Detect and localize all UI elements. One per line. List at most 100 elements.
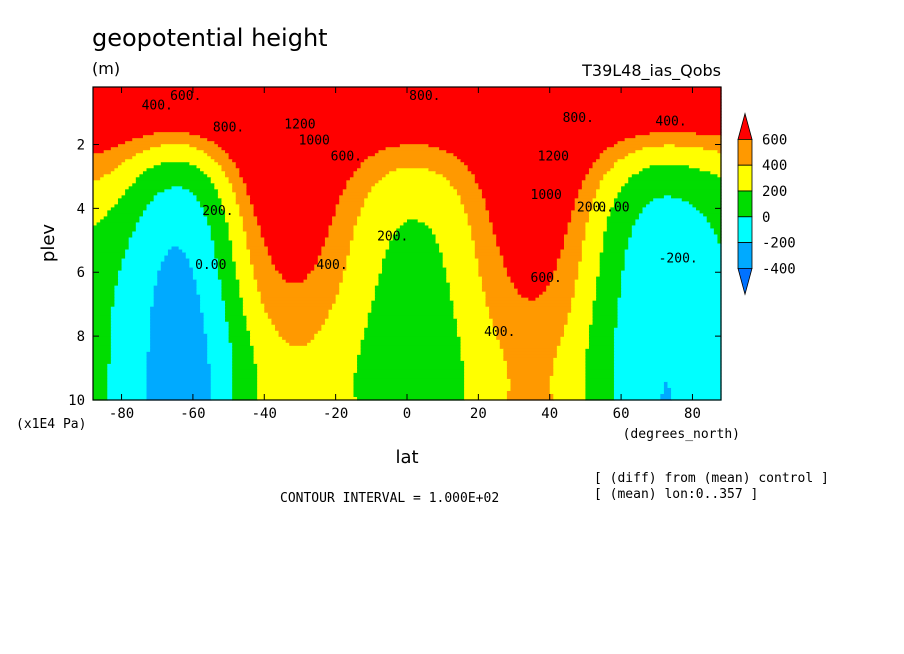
field-cell — [367, 324, 458, 329]
field-cell — [232, 357, 255, 362]
field-cell — [692, 204, 722, 208]
field-cell — [510, 279, 551, 284]
field-cell — [553, 357, 587, 362]
field-cell — [110, 348, 151, 353]
field-cell — [242, 180, 347, 184]
field-cell — [610, 168, 644, 172]
field-cell — [93, 306, 112, 311]
field-cell — [196, 165, 223, 169]
field-cell — [431, 231, 472, 236]
field-cell — [232, 258, 251, 263]
field-cell — [332, 216, 358, 221]
field-cell — [571, 300, 594, 305]
field-cell — [246, 183, 347, 187]
field-cell — [588, 219, 608, 224]
field-cell — [242, 225, 262, 230]
field-cell — [232, 378, 258, 383]
field-cell — [396, 168, 430, 172]
field-cell — [250, 249, 269, 254]
field-cell — [571, 306, 594, 311]
field-cell — [464, 381, 512, 386]
field-cell — [449, 297, 487, 302]
field-cell — [492, 318, 569, 323]
field-cell — [621, 186, 722, 190]
field-cell — [239, 207, 255, 211]
field-cell — [588, 168, 611, 172]
field-cell — [203, 330, 230, 335]
field-cell — [335, 213, 362, 218]
field-cell — [93, 309, 112, 314]
field-cell — [706, 219, 722, 224]
field-cell — [200, 294, 223, 299]
field-cell — [471, 237, 497, 242]
field-cell — [207, 342, 233, 347]
field-cell — [239, 282, 258, 287]
field-cell — [107, 375, 148, 380]
field-cell — [613, 387, 665, 392]
field-cell — [585, 222, 608, 227]
field-cell — [257, 222, 333, 227]
colorbar-segment — [737, 112, 753, 140]
field-cell — [93, 183, 133, 187]
field-cell — [257, 369, 358, 374]
field-cell — [335, 204, 365, 208]
field-cell — [153, 291, 198, 296]
field-cell — [93, 375, 108, 380]
field-cell — [93, 378, 108, 383]
field-cell — [217, 189, 233, 193]
field-cell — [235, 195, 251, 199]
field-cell — [603, 243, 629, 248]
field-cell — [364, 333, 458, 338]
field-cell — [517, 291, 544, 296]
field-cell — [549, 375, 587, 380]
field-cell — [453, 300, 487, 305]
field-cell — [503, 258, 558, 263]
field-cell — [706, 216, 722, 221]
field-cell — [617, 195, 665, 199]
field-cell — [217, 192, 237, 196]
field-cell — [506, 372, 554, 377]
field-cell — [146, 363, 212, 368]
field-cell — [599, 270, 622, 275]
field-cell — [217, 261, 237, 266]
field-cell — [346, 183, 376, 187]
field-cell — [474, 246, 501, 251]
field-cell — [192, 270, 219, 275]
field-cell — [549, 378, 587, 383]
field-cell — [474, 177, 587, 181]
field-cell — [599, 183, 626, 187]
field-cell — [93, 186, 130, 190]
field-cell — [581, 180, 601, 184]
field-cell — [371, 306, 454, 311]
field-cell — [274, 264, 315, 269]
field-cell — [196, 279, 223, 284]
field-cell — [110, 327, 151, 332]
contour-label: 400. — [316, 258, 347, 273]
field-cell — [613, 330, 722, 335]
field-cell — [535, 297, 572, 302]
field-cell — [553, 372, 587, 377]
field-cell — [663, 381, 669, 386]
field-cell — [624, 255, 722, 260]
field-cell — [428, 144, 615, 148]
field-cell — [132, 156, 212, 160]
field-cell — [257, 285, 340, 290]
field-cell — [460, 351, 504, 356]
field-cell — [110, 315, 151, 320]
field-cell — [353, 387, 465, 392]
field-cell — [485, 300, 572, 305]
field-cell — [574, 207, 594, 211]
field-cell — [207, 354, 233, 359]
field-cell — [207, 345, 233, 350]
field-cell — [267, 246, 322, 251]
field-cell — [613, 396, 661, 401]
field-cell — [603, 174, 633, 178]
field-cell — [246, 246, 269, 251]
field-cell — [385, 249, 440, 254]
field-cell — [146, 366, 212, 371]
field-cell — [571, 219, 590, 224]
field-cell — [489, 309, 572, 314]
field-cell — [585, 390, 615, 395]
field-cell — [232, 375, 258, 380]
field-cell — [207, 351, 233, 356]
